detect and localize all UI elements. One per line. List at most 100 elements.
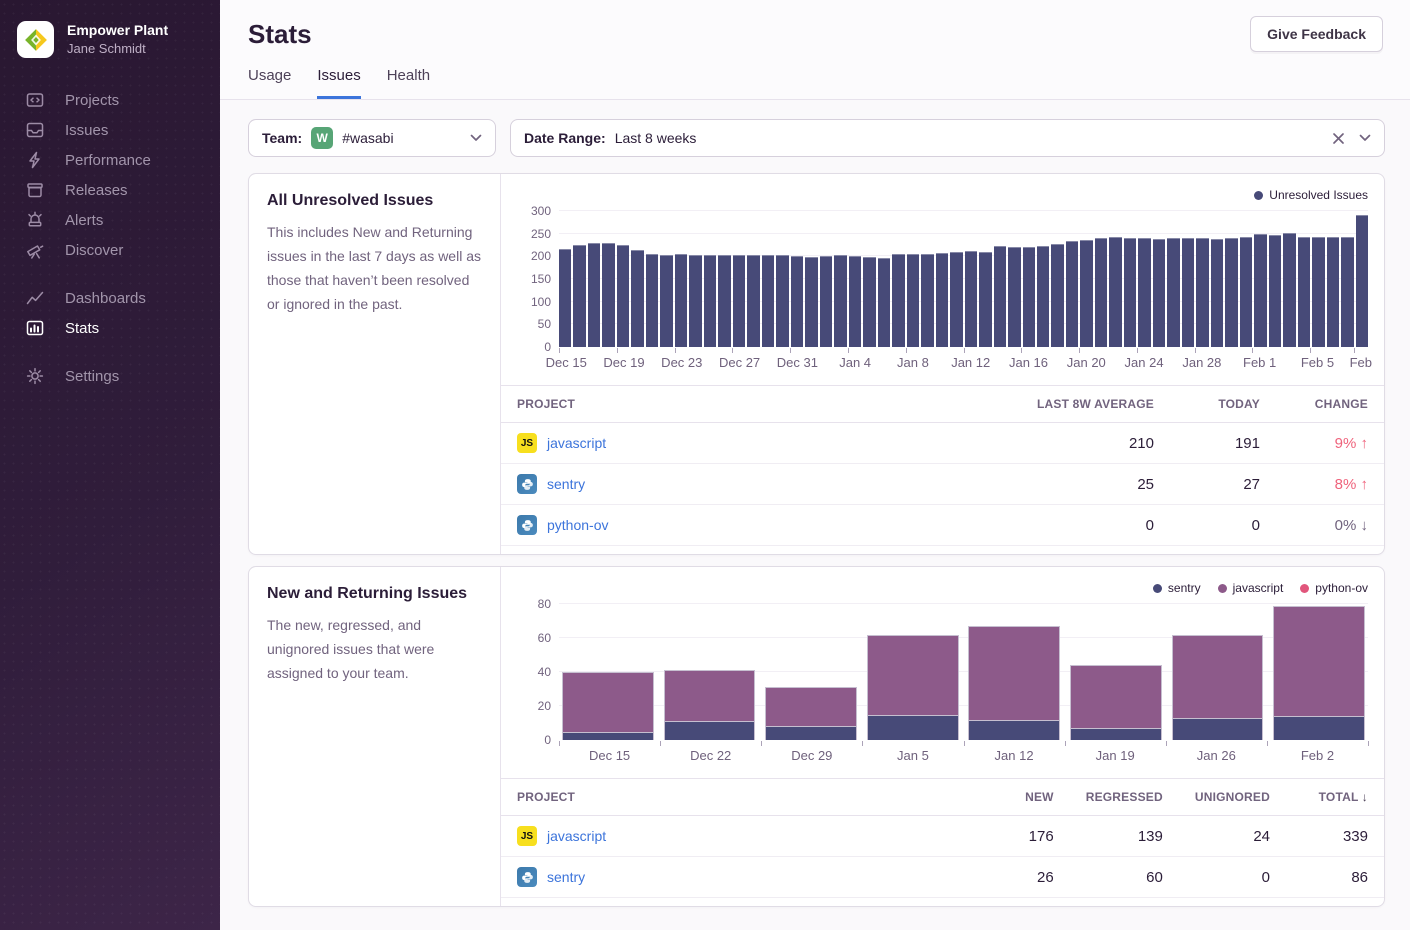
unresolved-bar[interactable] xyxy=(776,255,789,347)
stacked-bar[interactable] xyxy=(968,626,1061,740)
unresolved-bar[interactable] xyxy=(1065,241,1079,347)
unresolved-bar[interactable] xyxy=(1181,238,1195,347)
stacked-bar[interactable] xyxy=(866,634,959,740)
bar-segment-javascript[interactable] xyxy=(561,672,654,732)
unresolved-bar[interactable] xyxy=(1283,232,1296,347)
unresolved-bar[interactable] xyxy=(1355,214,1369,347)
date-range-select[interactable]: Date Range: Last 8 weeks xyxy=(510,119,1385,157)
bar-segment-sentry[interactable] xyxy=(1273,716,1366,740)
unresolved-bar[interactable] xyxy=(1167,238,1180,347)
legend-item-python-ov[interactable]: python-ov xyxy=(1300,581,1368,595)
clear-icon[interactable] xyxy=(1332,132,1345,145)
unresolved-bar[interactable] xyxy=(1196,238,1209,347)
unresolved-bar[interactable] xyxy=(747,255,760,347)
stacked-bar[interactable] xyxy=(1171,634,1264,740)
unresolved-bar[interactable] xyxy=(631,250,644,347)
tab-issues[interactable]: Issues xyxy=(317,67,361,99)
unresolved-bar[interactable] xyxy=(906,254,920,347)
unresolved-bar[interactable] xyxy=(1326,237,1340,347)
sidebar-item-discover[interactable]: Discover xyxy=(0,235,220,265)
sidebar-item-alerts[interactable]: Alerts xyxy=(0,205,220,235)
unresolved-bar[interactable] xyxy=(1123,238,1137,347)
unresolved-bar[interactable] xyxy=(1109,236,1122,347)
unresolved-bar[interactable] xyxy=(559,248,572,347)
unresolved-bar[interactable] xyxy=(979,252,992,347)
unresolved-bar[interactable] xyxy=(892,254,905,347)
bar-segment-sentry[interactable] xyxy=(765,726,857,740)
unresolved-bar[interactable] xyxy=(645,253,659,347)
org-switcher[interactable]: Empower Plant Jane Schmidt xyxy=(0,0,220,58)
bar-segment-javascript[interactable] xyxy=(968,626,1061,720)
stacked-bar[interactable] xyxy=(1273,605,1366,740)
bar-segment-javascript[interactable] xyxy=(663,670,756,722)
unresolved-bar[interactable] xyxy=(1225,238,1238,347)
unresolved-bar[interactable] xyxy=(1138,238,1151,347)
bar-segment-javascript[interactable] xyxy=(1070,665,1162,729)
unresolved-bar[interactable] xyxy=(761,255,775,347)
bar-segment-sentry[interactable] xyxy=(561,731,654,740)
unresolved-bar[interactable] xyxy=(1080,240,1093,347)
unresolved-bar[interactable] xyxy=(1341,236,1354,347)
unresolved-bar[interactable] xyxy=(993,246,1007,347)
unresolved-bar[interactable] xyxy=(1022,246,1035,347)
unresolved-bar[interactable] xyxy=(587,242,601,347)
legend-item-javascript[interactable]: javascript xyxy=(1217,581,1283,595)
column-header-total[interactable]: Total ↓ xyxy=(1286,778,1384,816)
stacked-bar[interactable] xyxy=(765,687,857,740)
project-link[interactable]: sentry xyxy=(547,869,586,885)
legend-item-unresolved-issues[interactable]: Unresolved Issues xyxy=(1254,188,1368,202)
unresolved-bar[interactable] xyxy=(1239,236,1253,347)
bar-segment-sentry[interactable] xyxy=(1171,717,1264,740)
unresolved-bar[interactable] xyxy=(1008,247,1021,347)
unresolved-bar[interactable] xyxy=(718,255,731,347)
unresolved-bar[interactable] xyxy=(935,253,949,347)
unresolved-bar[interactable] xyxy=(602,243,615,347)
sidebar-item-releases[interactable]: Releases xyxy=(0,175,220,205)
unresolved-bar[interactable] xyxy=(703,254,717,347)
give-feedback-button[interactable]: Give Feedback xyxy=(1250,16,1383,52)
tab-usage[interactable]: Usage xyxy=(248,67,292,84)
bar-segment-javascript[interactable] xyxy=(1273,605,1366,717)
unresolved-bar[interactable] xyxy=(790,255,804,347)
unresolved-bar[interactable] xyxy=(834,254,847,347)
unresolved-bar[interactable] xyxy=(805,257,818,347)
team-select[interactable]: Team: W #wasabi xyxy=(248,119,496,157)
sidebar-item-performance[interactable]: Performance xyxy=(0,145,220,175)
sidebar-item-settings[interactable]: Settings xyxy=(0,361,220,391)
unresolved-bar[interactable] xyxy=(674,254,688,347)
unresolved-bar[interactable] xyxy=(732,255,746,347)
unresolved-bar[interactable] xyxy=(1297,236,1311,347)
project-link[interactable]: python-ov xyxy=(547,517,609,533)
unresolved-bar[interactable] xyxy=(848,255,862,347)
unresolved-bar[interactable] xyxy=(863,257,876,347)
unresolved-bar[interactable] xyxy=(1254,233,1267,347)
unresolved-bar[interactable] xyxy=(573,245,586,347)
unresolved-bar[interactable] xyxy=(1051,243,1064,347)
unresolved-bar[interactable] xyxy=(877,257,891,347)
bar-segment-javascript[interactable] xyxy=(765,687,857,727)
unresolved-bar[interactable] xyxy=(964,250,978,347)
stacked-bar[interactable] xyxy=(1070,665,1162,740)
bar-segment-sentry[interactable] xyxy=(968,719,1061,740)
unresolved-bar[interactable] xyxy=(1210,238,1224,347)
sidebar-item-projects[interactable]: Projects xyxy=(0,85,220,115)
unresolved-bar[interactable] xyxy=(819,256,833,347)
sidebar-item-dashboards[interactable]: Dashboards xyxy=(0,283,220,313)
unresolved-bar[interactable] xyxy=(660,255,673,347)
sidebar-item-issues[interactable]: Issues xyxy=(0,115,220,145)
project-link[interactable]: javascript xyxy=(547,828,607,844)
sidebar-item-stats[interactable]: Stats xyxy=(0,313,220,343)
legend-item-sentry[interactable]: sentry xyxy=(1152,581,1201,595)
bar-segment-javascript[interactable] xyxy=(866,634,959,715)
stacked-bar[interactable] xyxy=(561,672,654,740)
unresolved-bar[interactable] xyxy=(616,244,630,347)
unresolved-bar[interactable] xyxy=(689,254,702,347)
unresolved-bar[interactable] xyxy=(921,253,934,347)
bar-segment-javascript[interactable] xyxy=(1171,634,1264,718)
unresolved-bar[interactable] xyxy=(1152,239,1166,347)
bar-segment-sentry[interactable] xyxy=(1070,728,1162,740)
bar-segment-sentry[interactable] xyxy=(663,721,756,740)
stacked-bar[interactable] xyxy=(663,670,756,740)
unresolved-bar[interactable] xyxy=(950,251,963,347)
tab-health[interactable]: Health xyxy=(386,67,431,84)
